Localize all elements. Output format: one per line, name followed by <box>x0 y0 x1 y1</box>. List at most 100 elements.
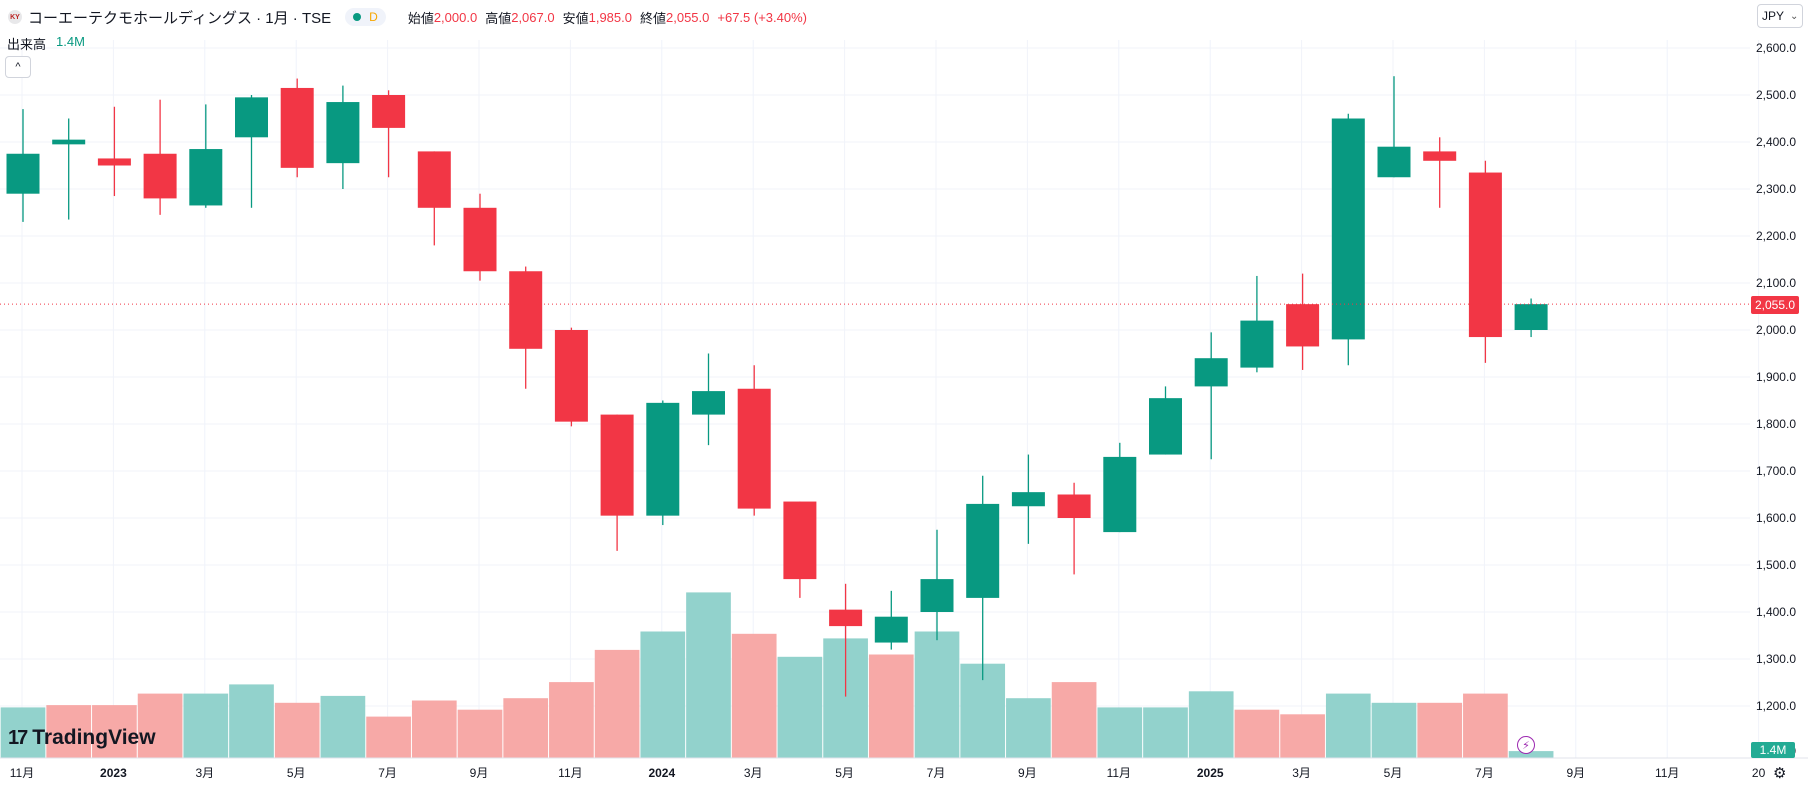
candle-body <box>829 609 863 627</box>
time-tick-label: 5月 <box>287 766 306 780</box>
volume-bar <box>686 592 731 758</box>
price-tick-label: 2,000.0 <box>1756 323 1796 337</box>
close-label: 終値 <box>639 10 666 26</box>
candle <box>1423 137 1457 208</box>
market-open-dot-icon <box>353 13 362 21</box>
candle-body <box>783 501 817 580</box>
volume-value: 1.4M <box>56 34 85 49</box>
candle <box>189 104 223 208</box>
volume-bar <box>274 702 320 758</box>
time-tick-label: 5月 <box>1384 766 1403 780</box>
last-price-tag: 2,055.0 <box>1751 296 1799 314</box>
close-value: 2,055.0 <box>666 9 710 25</box>
candle <box>463 193 497 281</box>
volume-bar <box>0 707 46 758</box>
candle <box>783 501 817 598</box>
candle <box>829 583 863 697</box>
volume-bar <box>549 682 594 758</box>
candle-body <box>235 97 268 138</box>
tradingview-logo[interactable]: 17 TradingView <box>8 726 156 750</box>
candle <box>1149 386 1182 455</box>
volume-bar <box>1143 707 1188 758</box>
volume-bar <box>1371 702 1417 758</box>
candle-body <box>1194 358 1228 387</box>
time-axis[interactable]: 11月 2023 3月 5月 7月 9月 11月 2024 3月 5月 7月 9月 11月 2025 3月 5… <box>0 757 1808 780</box>
candle <box>692 353 725 446</box>
candle-body <box>280 87 314 168</box>
volume-bar <box>1051 682 1097 758</box>
candle <box>372 90 406 178</box>
open-value: 2,000.0 <box>433 9 478 25</box>
price-tick-label: 2,400.0 <box>1756 135 1796 149</box>
symbol-title[interactable]: コーエーテクモホールディングス · 1月 · TSE <box>28 9 332 27</box>
price-axis[interactable]: 2,600.0 2,500.0 2,400.0 2,300.0 2,200.0 2,100… <box>1756 41 1796 758</box>
collapse-legend-button[interactable]: ^ <box>5 56 31 78</box>
candle <box>280 78 314 178</box>
volume-bar <box>411 700 457 758</box>
bolt-icon[interactable]: ⚡ <box>1517 736 1535 754</box>
candle-body <box>1377 146 1411 178</box>
candle <box>235 95 268 208</box>
candle <box>1286 273 1320 370</box>
time-tick-label: 11月 <box>558 766 582 780</box>
price-tick-label: 1,600.0 <box>1756 511 1796 525</box>
candle-body <box>646 402 680 516</box>
price-tick-label: 2,200.0 <box>1756 229 1796 243</box>
candle <box>1240 275 1274 373</box>
high-label: 高値 <box>485 10 512 26</box>
price-tick-label: 1,400.0 <box>1756 605 1796 619</box>
volume-bar <box>1325 693 1371 758</box>
time-tick-label: 3月 <box>1292 766 1311 780</box>
candle-body <box>737 388 771 509</box>
candle <box>417 151 451 246</box>
time-tick-label: 7月 <box>927 766 946 780</box>
volume-tag: 1.4M <box>1751 742 1795 758</box>
volume-bar <box>1097 707 1143 758</box>
candle-body <box>554 330 588 422</box>
currency-selector[interactable]: JPY ⌄ <box>1757 4 1803 28</box>
price-tick-label: 2,300.0 <box>1756 182 1796 196</box>
candle <box>966 475 1000 681</box>
time-tick-label: 7月 <box>378 766 397 780</box>
time-tick-label: 3月 <box>195 766 214 780</box>
time-tick-label: 11月 <box>10 766 34 780</box>
candle <box>1194 332 1228 460</box>
candle-body <box>326 102 360 164</box>
candle <box>600 414 634 551</box>
candle-body <box>463 207 497 272</box>
volume-legend[interactable]: 出来高 1.4M <box>7 34 85 53</box>
market-status-pill[interactable]: D <box>345 8 386 26</box>
time-tick-label: 9月 <box>1566 766 1585 780</box>
delayed-data-badge: D <box>369 10 378 24</box>
volume-bar <box>914 631 960 758</box>
candle <box>874 590 908 650</box>
volume-bar <box>503 698 549 758</box>
candle-body <box>6 153 40 194</box>
volume-bar <box>1463 693 1508 758</box>
volume-bar <box>1280 714 1325 758</box>
volume-bar <box>229 684 274 758</box>
volume-bar <box>92 705 137 758</box>
gear-icon[interactable]: ⚙ <box>1773 765 1787 782</box>
candle-body <box>1149 398 1182 455</box>
grid <box>0 40 1760 758</box>
volume-bar <box>366 716 411 758</box>
candle-body <box>1423 151 1457 161</box>
candle-body <box>1468 172 1502 338</box>
price-tick-label: 1,800.0 <box>1756 417 1796 431</box>
candle-body <box>372 95 406 128</box>
volume-bars <box>0 592 1554 758</box>
low-value: 1,985.0 <box>588 9 632 25</box>
candle-body <box>1103 456 1137 533</box>
time-tick-label: 2023 <box>100 766 127 780</box>
candle-body <box>417 151 451 208</box>
candles <box>6 76 1548 697</box>
volume-bar <box>183 693 229 758</box>
price-tick-label: 2,600.0 <box>1756 41 1796 55</box>
candle-body <box>1240 320 1274 368</box>
candle <box>143 99 177 215</box>
candle <box>646 400 680 526</box>
candle-body <box>600 414 634 516</box>
volume-bar <box>1417 702 1463 758</box>
